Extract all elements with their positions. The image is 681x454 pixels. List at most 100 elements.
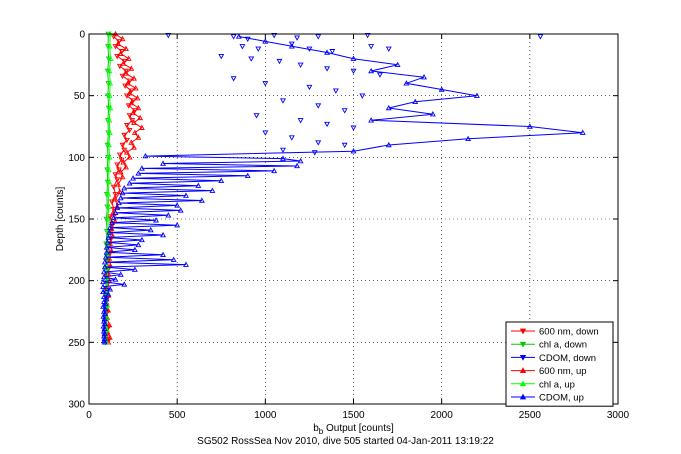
data-point	[102, 300, 109, 307]
legend-item: 600 nm, down	[511, 327, 599, 338]
data-point	[350, 68, 357, 75]
x-tick-label: 1000	[254, 410, 277, 421]
data-point	[297, 118, 304, 124]
data-point	[106, 43, 113, 49]
data-point	[473, 92, 480, 98]
data-point	[376, 72, 383, 78]
data-point	[107, 104, 114, 111]
data-point	[128, 139, 135, 145]
y-tick-label: 250	[68, 338, 85, 349]
data-point	[121, 132, 128, 139]
data-point	[135, 104, 142, 111]
data-point	[123, 137, 130, 144]
data-point	[280, 155, 286, 161]
data-point	[537, 34, 544, 40]
data-point	[119, 173, 126, 180]
y-tick-label: 100	[68, 153, 85, 164]
data-point	[385, 46, 392, 52]
data-point	[105, 191, 112, 197]
y-tick-label: 150	[68, 215, 85, 226]
data-point	[160, 231, 167, 238]
legend-label: chl a, down	[539, 340, 587, 351]
data-point	[116, 63, 123, 70]
data-point	[106, 92, 113, 98]
data-point	[123, 123, 130, 129]
data-point	[138, 124, 145, 130]
data-point	[359, 93, 366, 99]
data-point	[117, 271, 124, 277]
data-point	[324, 49, 331, 55]
x-tick-label: 500	[169, 410, 186, 421]
data-point	[105, 56, 112, 62]
data-point	[101, 273, 107, 280]
data-point	[128, 65, 135, 71]
data-point	[126, 113, 133, 119]
data-point	[107, 286, 114, 292]
legend-label: CDOM, up	[539, 393, 584, 404]
data-point	[126, 127, 133, 134]
x-tick-label: 3000	[607, 410, 630, 421]
data-point	[134, 95, 141, 101]
data-point	[112, 172, 119, 178]
data-point	[107, 214, 114, 220]
data-point	[177, 207, 184, 213]
y-tick-label: 200	[68, 276, 85, 287]
data-point	[104, 329, 111, 335]
data-point	[117, 194, 124, 201]
data-point	[119, 189, 126, 196]
data-point	[412, 98, 419, 105]
data-point	[105, 337, 112, 343]
data-point	[119, 73, 126, 80]
data-point	[100, 283, 107, 290]
figure-caption: SG502 RossSea Nov 2010, dive 505 started…	[197, 436, 494, 447]
data-point	[120, 60, 127, 66]
data-point	[280, 147, 286, 154]
data-point	[129, 118, 136, 124]
data-point	[112, 192, 119, 198]
data-point	[385, 141, 392, 148]
data-point	[101, 263, 108, 270]
data-point	[104, 68, 111, 75]
data-point	[135, 241, 142, 248]
data-point	[138, 236, 145, 243]
data-point	[115, 40, 122, 47]
data-point	[106, 178, 113, 185]
legend: 600 nm, down chl a, down CDOM, down 600 nm,…	[505, 321, 614, 407]
data-point	[306, 84, 313, 91]
data-point	[114, 162, 121, 168]
data-point	[114, 204, 121, 211]
data-point	[126, 154, 133, 160]
data-point	[112, 276, 119, 282]
data-point	[106, 129, 113, 135]
data-point	[117, 50, 124, 56]
legend-item: chl a, up	[511, 379, 575, 390]
data-point	[106, 321, 113, 328]
data-point	[183, 261, 189, 267]
data-point	[103, 249, 110, 255]
data-point	[350, 125, 357, 131]
data-point	[288, 43, 295, 49]
y-tick-label: 300	[68, 400, 85, 411]
data-point	[120, 159, 127, 165]
data-point	[165, 212, 172, 218]
data-point	[332, 88, 339, 94]
data-point	[101, 268, 107, 275]
data-point	[153, 217, 159, 223]
x-axis-label-subscript: b	[319, 427, 324, 436]
data-point	[394, 61, 401, 68]
x-tick-label: 2000	[431, 410, 454, 421]
data-point	[108, 199, 115, 205]
data-point	[117, 169, 124, 175]
x-axis-label-main: b	[313, 423, 319, 434]
data-point	[112, 44, 119, 50]
data-point	[106, 334, 113, 340]
data-point	[174, 222, 181, 228]
data-point	[130, 109, 137, 116]
x-axis-label: bb Output [counts]	[313, 423, 394, 436]
x-tick-label: 2500	[519, 410, 542, 421]
data-point	[198, 197, 205, 203]
data-point	[108, 225, 115, 232]
legend-marker	[519, 393, 527, 400]
data-point	[329, 49, 336, 55]
series-5	[100, 33, 586, 345]
